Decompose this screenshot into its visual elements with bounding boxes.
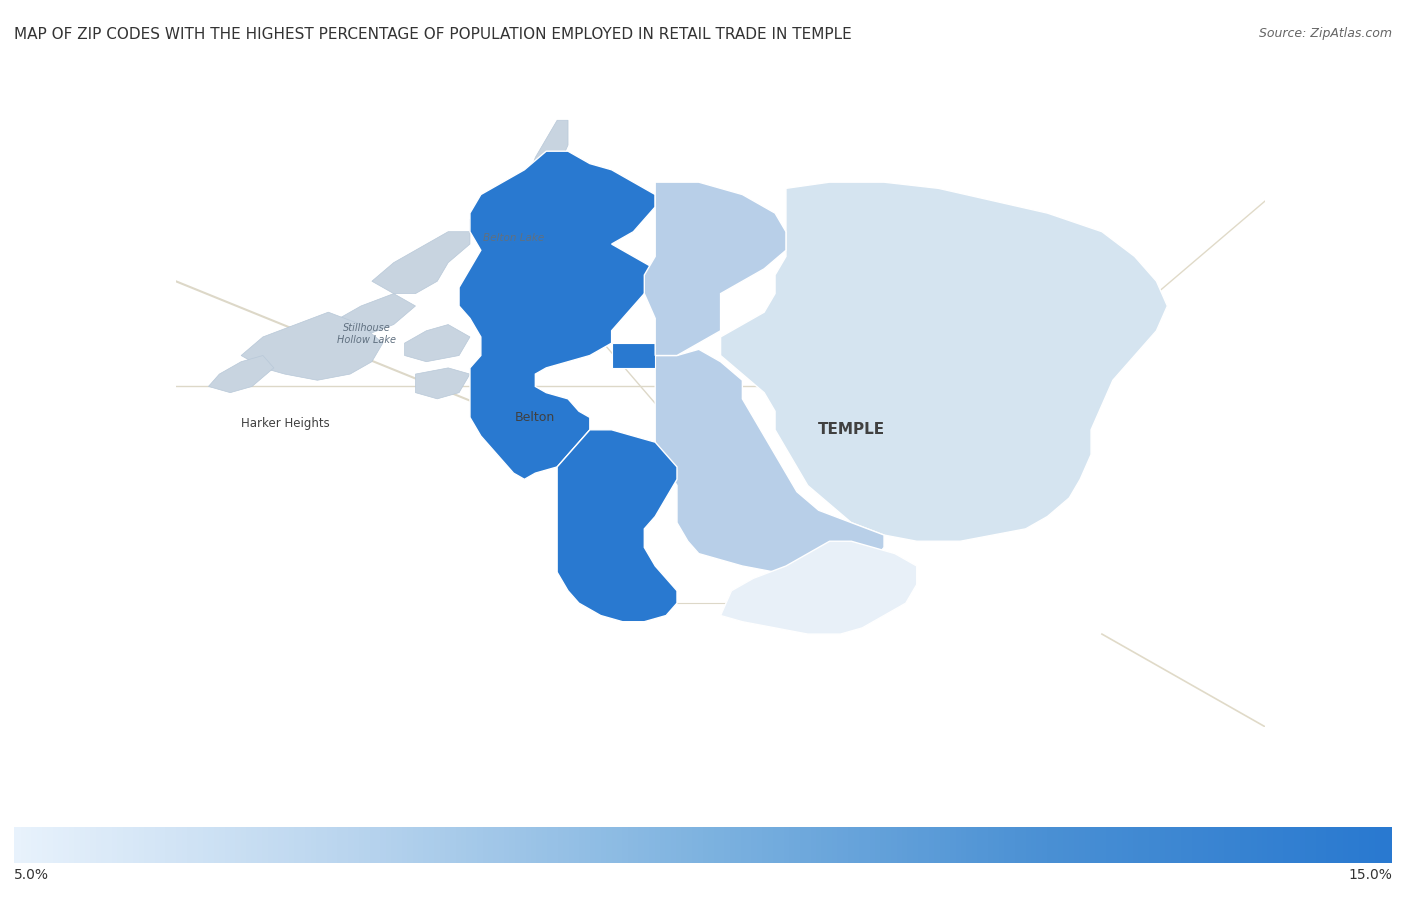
Text: Belton Lake: Belton Lake bbox=[482, 233, 544, 243]
Polygon shape bbox=[524, 120, 568, 189]
Polygon shape bbox=[371, 232, 470, 294]
Text: 5.0%: 5.0% bbox=[14, 868, 49, 882]
Text: TEMPLE: TEMPLE bbox=[818, 423, 884, 437]
Text: Belton: Belton bbox=[515, 411, 555, 424]
Polygon shape bbox=[644, 182, 786, 355]
Text: 15.0%: 15.0% bbox=[1348, 868, 1392, 882]
Polygon shape bbox=[405, 325, 470, 361]
Polygon shape bbox=[721, 541, 917, 634]
Polygon shape bbox=[208, 355, 274, 393]
Text: Harker Heights: Harker Heights bbox=[242, 417, 330, 430]
Text: MAP OF ZIP CODES WITH THE HIGHEST PERCENTAGE OF POPULATION EMPLOYED IN RETAIL TR: MAP OF ZIP CODES WITH THE HIGHEST PERCEN… bbox=[14, 27, 852, 42]
Text: Source: ZipAtlas.com: Source: ZipAtlas.com bbox=[1258, 27, 1392, 40]
Polygon shape bbox=[458, 151, 655, 479]
Polygon shape bbox=[612, 343, 655, 368]
Polygon shape bbox=[557, 430, 678, 622]
Polygon shape bbox=[470, 189, 591, 263]
Polygon shape bbox=[655, 350, 884, 578]
Polygon shape bbox=[242, 312, 382, 380]
Polygon shape bbox=[721, 182, 1167, 541]
Polygon shape bbox=[416, 368, 470, 399]
Text: Stillhouse
Hollow Lake: Stillhouse Hollow Lake bbox=[337, 323, 396, 344]
Polygon shape bbox=[339, 294, 416, 337]
